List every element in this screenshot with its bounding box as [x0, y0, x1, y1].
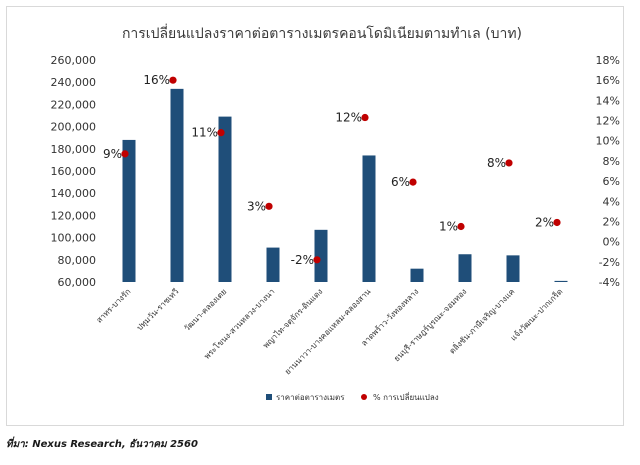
y-right-tick-label: 10% [596, 135, 620, 148]
data-label: 11% [191, 126, 218, 140]
x-tick-label: ยานนาวา-บางคอแหลม-คลองสาน [283, 287, 373, 377]
bar [170, 88, 184, 282]
y-left-tick-label: 200,000 [51, 121, 97, 134]
data-point [217, 129, 225, 137]
data-point [265, 202, 273, 210]
data-point [409, 178, 417, 186]
data-label: 9% [103, 147, 122, 161]
y-right-tick-label: 0% [603, 236, 620, 249]
legend-label: % การเปลี่ยนแปลง [373, 391, 439, 402]
data-label: -2% [291, 253, 314, 267]
bar [266, 247, 280, 282]
plot-area: 60,000 80,000 100,000 120,000 140,000 160,000… [51, 54, 621, 402]
data-label: 2% [535, 215, 554, 229]
y-left-tick-label: 120,000 [51, 209, 97, 222]
bar [122, 139, 136, 282]
source-note: ที่มา: Nexus Research, ธันวาคม 2560 [6, 439, 198, 450]
bar [218, 116, 232, 282]
data-point [121, 150, 129, 158]
data-label: 3% [247, 199, 266, 213]
data-label: 8% [487, 156, 506, 170]
bar [458, 254, 472, 282]
bar [314, 229, 328, 282]
data-label: 12% [335, 111, 362, 125]
chart-title: การเปลี่ยนแปลงราคาต่อตารางเมตรคอนโดมิเนี… [122, 24, 522, 42]
y-right-tick-label: 8% [603, 155, 620, 168]
y-right-tick-label: -4% [599, 276, 620, 289]
y-left-tick-label: 100,000 [51, 232, 97, 245]
y-right-tick-label: 6% [603, 175, 620, 188]
legend-swatch-bars [266, 394, 272, 400]
data-label: 6% [391, 175, 410, 189]
data-label: 1% [439, 220, 458, 234]
chart: การเปลี่ยนแปลงราคาต่อตารางเมตรคอนโดมิเนี… [51, 24, 621, 402]
bar [554, 280, 568, 282]
legend-label: ราคาต่อตารางเมตร [276, 393, 345, 402]
y-left-tick-label: 160,000 [51, 165, 97, 178]
legend-swatch-points [361, 394, 367, 400]
bar [410, 268, 424, 282]
data-point [553, 218, 561, 227]
y-right-tick-label: 18% [596, 54, 620, 67]
data-point [505, 159, 513, 167]
y-left-tick-label: 260,000 [51, 54, 97, 67]
y-right-tick-label: -2% [599, 256, 620, 269]
x-tick-label: แจ้งวัฒนะ-ปากเกร็ด [508, 286, 564, 342]
data-point [169, 76, 177, 84]
x-tick-label: วัฒนา-คลองเตย [182, 287, 228, 333]
y-left-tick-label: 240,000 [51, 76, 97, 89]
bar [362, 155, 376, 282]
y-right-tick-label: 12% [596, 115, 620, 128]
y-left-tick-label: 180,000 [51, 143, 97, 156]
y-right-tick-label: 14% [596, 94, 620, 107]
y-left-tick-label: 220,000 [51, 98, 97, 111]
data-label: 16% [143, 73, 170, 87]
y-right-tick-label: 2% [603, 215, 620, 228]
x-tick-label: สาทร-บางรัก [95, 287, 133, 325]
data-point [313, 256, 321, 264]
y-left-tick-label: 140,000 [51, 187, 97, 200]
data-point [457, 222, 465, 231]
y-right-tick-label: 4% [603, 195, 620, 208]
y-left-tick-label: 60,000 [58, 276, 97, 289]
bar [506, 255, 520, 282]
data-point [361, 113, 369, 122]
y-left-tick-label: 80,000 [58, 254, 97, 267]
y-right-tick-label: 16% [596, 74, 620, 87]
chart-frame [6, 6, 624, 426]
x-tick-label: ปทุมวัน-ราชเทวี [135, 287, 180, 332]
